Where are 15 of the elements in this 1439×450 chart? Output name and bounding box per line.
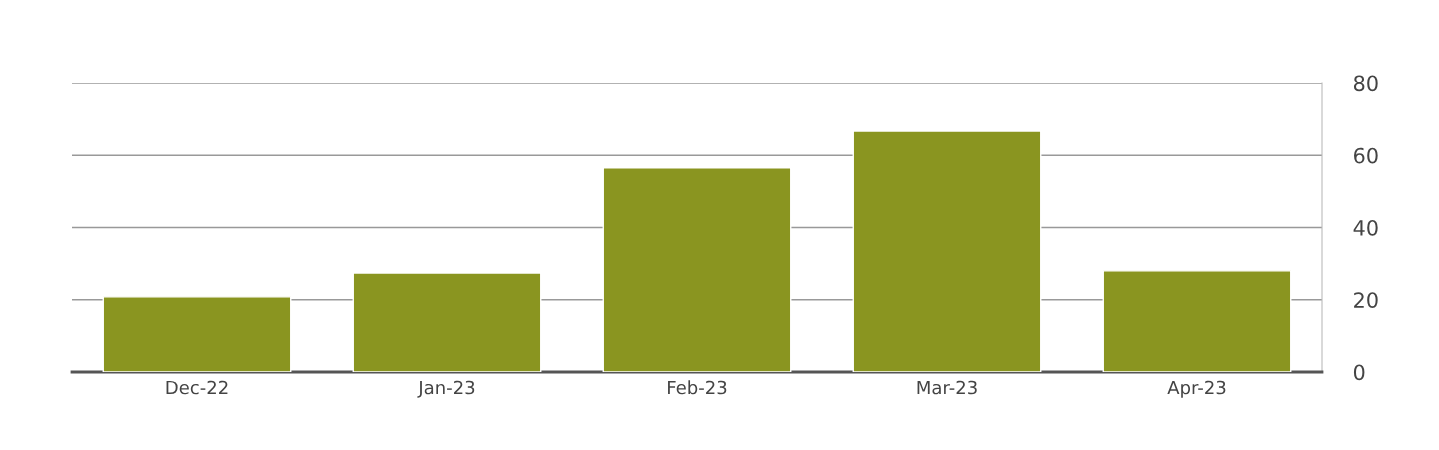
- x-tick-label: Feb-23: [668, 380, 727, 395]
- x-tick-label: Mar-23: [917, 380, 977, 395]
- bar: [102, 296, 292, 372]
- bar: [1102, 270, 1292, 372]
- bar: [852, 130, 1042, 372]
- y-tick-label: 0: [1353, 364, 1365, 381]
- x-tick-label: Dec-22: [166, 380, 228, 395]
- y-tick-label: 20: [1354, 292, 1378, 308]
- y-tick-label: 60: [1354, 147, 1378, 164]
- bar: [602, 167, 792, 372]
- bar: [352, 272, 542, 372]
- y-tick-label: 80: [1353, 75, 1378, 92]
- x-tick-label: Apr-23: [1167, 380, 1226, 398]
- x-tick-label: Jan-23: [417, 380, 475, 398]
- y-tick-label: 40: [1353, 219, 1378, 236]
